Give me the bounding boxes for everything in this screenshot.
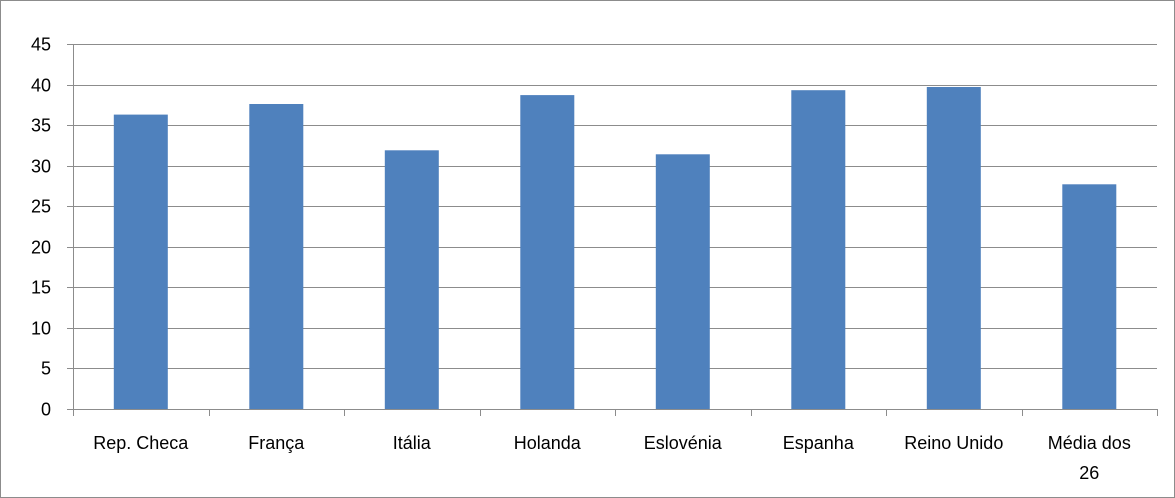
bar-3 (384, 150, 439, 410)
y-tick-label: 35 (31, 116, 51, 136)
bar-8 (1062, 184, 1117, 409)
x-tick-label: Espanha (783, 433, 855, 453)
axes (73, 44, 1158, 416)
x-tick-label: Itália (393, 433, 432, 453)
y-tick-label: 25 (31, 197, 51, 217)
bar-6 (791, 90, 846, 409)
bars (113, 87, 1117, 410)
y-tick-label: 30 (31, 157, 51, 177)
x-tick-labels: Rep. Checa França Itália Holanda Eslovénia Es… (93, 433, 1131, 483)
y-tick-label: 45 (31, 35, 51, 55)
x-tick-label: Média dos 26 (1048, 433, 1131, 483)
x-tick-label: Reino Unido (904, 433, 1003, 453)
bar-2 (249, 104, 304, 409)
y-tick-label: 15 (31, 278, 51, 298)
bar-1 (113, 114, 168, 409)
bar-4 (520, 95, 575, 409)
x-tick-label: Eslovénia (644, 433, 723, 453)
x-tick-label: França (248, 433, 305, 453)
x-tick-label: Rep. Checa (93, 433, 189, 453)
y-tick-label: 40 (31, 76, 51, 96)
y-tick-label: 5 (41, 359, 51, 379)
gridlines (67, 44, 1157, 410)
y-tick-labels: 0 5 10 15 20 25 30 35 40 45 (31, 35, 51, 420)
y-tick-label: 0 (41, 400, 51, 420)
x-tick-label: Holanda (514, 433, 582, 453)
y-tick-label: 10 (31, 319, 51, 339)
bar-5 (655, 154, 710, 409)
y-tick-label: 20 (31, 238, 51, 258)
bar-7 (926, 87, 981, 409)
